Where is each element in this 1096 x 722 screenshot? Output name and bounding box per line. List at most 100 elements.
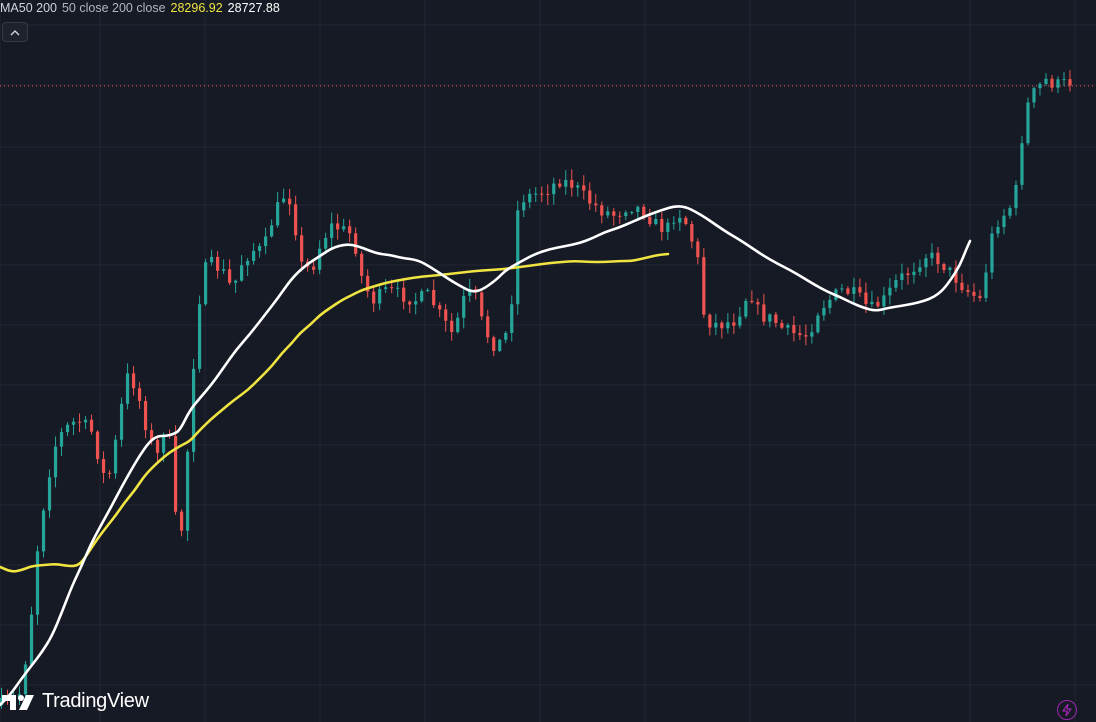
candle-body: [59, 432, 64, 447]
brand-name: TradingView: [42, 690, 149, 712]
candle-body: [185, 451, 190, 531]
candle-body: [708, 314, 712, 328]
candle-body: [197, 304, 202, 369]
candle-body: [618, 215, 622, 217]
candle-body: [107, 472, 112, 474]
candle-body: [408, 301, 412, 305]
candle-body: [606, 211, 610, 216]
candle-body: [432, 289, 436, 306]
candle-body: [366, 275, 370, 292]
candle-body: [119, 403, 124, 440]
tradingview-logo[interactable]: TradingView: [2, 690, 149, 713]
ma50-value: 28296.92: [170, 1, 223, 15]
candle-body: [161, 434, 166, 453]
candle-body: [228, 269, 232, 283]
collapse-legend-button[interactable]: [2, 22, 28, 42]
candle-body: [780, 323, 784, 328]
tradingview-logo-icon: [2, 694, 34, 710]
candle-body: [774, 314, 778, 324]
candle-body: [276, 202, 280, 226]
candle-body: [564, 179, 568, 187]
candle-body: [852, 287, 856, 294]
ma200-line: [0, 205, 972, 707]
candle-body: [288, 198, 292, 205]
candle-body: [948, 267, 952, 270]
candle-body: [528, 193, 532, 203]
candle-body: [912, 271, 916, 276]
candle-body: [486, 316, 490, 338]
candle-body: [762, 304, 766, 322]
candle-body: [930, 252, 934, 259]
candle-body: [53, 446, 58, 478]
candle-body: [131, 373, 136, 389]
candle-body: [1014, 184, 1018, 209]
candle-body: [570, 179, 574, 188]
candle-body: [612, 211, 616, 216]
candle-body: [558, 183, 562, 187]
candle-body: [582, 185, 586, 191]
candle-body: [1062, 79, 1066, 81]
candle-body: [1032, 88, 1036, 103]
candle-body: [870, 301, 874, 305]
candle-body: [1044, 78, 1048, 84]
candle-body: [246, 260, 250, 266]
candle-body: [396, 287, 400, 289]
lightning-icon: [1062, 704, 1072, 716]
candle-body: [810, 332, 814, 337]
candle-body: [696, 241, 700, 258]
candle-body: [888, 287, 892, 296]
candle-body: [882, 295, 886, 307]
candle-body: [516, 210, 520, 305]
candle-body: [858, 287, 862, 293]
candle-body: [840, 288, 844, 290]
candle-body: [402, 287, 406, 302]
candle-body: [906, 273, 910, 276]
candle-body: [480, 292, 484, 317]
candle-body: [672, 222, 676, 224]
candle-body: [648, 216, 652, 225]
candle-body: [330, 223, 334, 238]
candle-body: [678, 217, 682, 223]
candle-body: [65, 424, 70, 433]
ma200-value: 28727.88: [227, 1, 280, 15]
candle-body: [1020, 143, 1024, 185]
candle-body: [1056, 79, 1060, 88]
candle-body: [534, 193, 538, 195]
candle-body: [666, 222, 670, 232]
candle-body: [732, 322, 736, 326]
candle-body: [792, 325, 796, 334]
candle-body: [750, 300, 754, 303]
candle-body: [29, 614, 34, 665]
candle-body: [960, 282, 964, 291]
candle-body: [864, 292, 868, 305]
candle-body: [312, 266, 316, 270]
candle-body: [492, 337, 496, 351]
candle-body: [191, 368, 196, 452]
candle-body: [828, 299, 832, 308]
indicator-legend[interactable]: MA50 200 50 close 200 close 28296.92 287…: [0, 1, 280, 15]
candle-body: [258, 246, 262, 251]
candle-body: [630, 211, 634, 213]
candle-body: [95, 431, 100, 460]
candle-body: [936, 252, 940, 265]
lightning-button[interactable]: [1057, 700, 1077, 720]
candle-body: [462, 295, 466, 318]
candle-body: [540, 193, 544, 195]
candle-body: [294, 204, 298, 236]
candle-body: [450, 320, 454, 333]
candle-body: [876, 301, 880, 307]
candle-body: [23, 664, 28, 695]
candle-body: [179, 511, 184, 531]
candle-body: [47, 477, 52, 511]
candle-body: [173, 436, 178, 512]
candle-body: [642, 206, 646, 217]
candle-body: [89, 419, 94, 432]
candle-body: [576, 185, 580, 188]
candle-body: [282, 198, 286, 203]
candle-body: [360, 253, 364, 276]
candle-body: [149, 430, 154, 441]
candle-body: [414, 301, 418, 305]
candle-body: [41, 510, 46, 552]
